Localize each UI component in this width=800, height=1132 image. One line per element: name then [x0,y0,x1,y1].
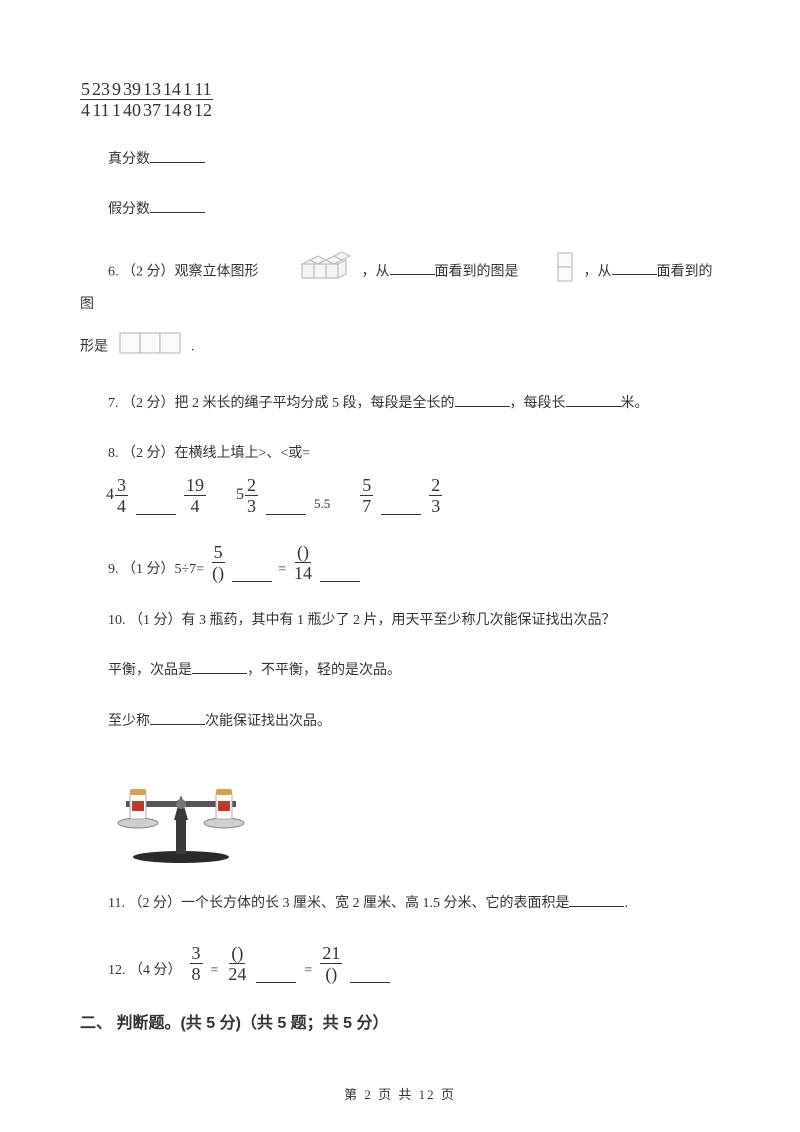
q9-f2-d: 14 [292,563,314,582]
q12: 12. （4 分） 38 = ()24 = 21() [80,944,720,983]
q12-f3-n: 21 [320,944,342,964]
q8-title: 8. （2 分）在横线上填上>、<或= [80,443,720,465]
q10-l2b: ，不平衡，轻的是次品。 [247,663,401,678]
proper-fraction-line: 真分数 [80,149,720,171]
q10-l3a: 至少称 [108,714,150,729]
q6-mid1: ，从 [362,264,390,279]
horizontal-3rect-icon [118,331,182,363]
q9-f2-n: () [295,543,311,563]
q12-f2-d: 24 [226,964,248,983]
q8-item-2: 523 5.5 [236,476,330,515]
q8-a-n: 3 [115,476,128,496]
cube-3d-icon [268,250,352,294]
q8-item-3: 57 23 [360,476,442,515]
q9-eq: = [278,559,286,581]
q11-blank [569,893,624,907]
q8-blank3 [381,511,421,515]
q6-l2-suffix: . [191,339,195,354]
q6-prefix: 6. （2 分）观察立体图形 [108,264,259,279]
improper-fraction-line: 假分数 [80,199,720,221]
q12-f3-d: () [323,964,339,983]
q8-f-d: 3 [429,496,442,515]
q10-l1: 10. （1 分）有 3 瓶药，其中有 1 瓶少了 2 片，用天平至少称几次能保… [108,613,616,628]
q11-end: . [624,896,628,911]
fraction-1: 2311 [91,80,111,119]
q10-blank2 [150,711,205,725]
q8-c-n: 2 [245,476,258,496]
q6-line1: 6. （2 分）观察立体图形 ，从 面看到的图是 [80,250,720,317]
q7-text: 7. （2 分）把 2 米长的绳子平均分成 5 段，每段是全长的 [108,396,455,411]
q12-blank1 [256,979,296,983]
q12-f1-n: 3 [190,944,203,964]
fraction-3: 3940 [122,80,142,119]
q12-eq1: = [211,960,219,982]
proper-label: 真分数 [108,152,150,167]
fraction-2: 91 [111,80,122,119]
improper-blank [150,199,205,213]
section-2-title: 二、 判断题。(共 5 分)（共 5 题；共 5 分） [80,1011,720,1037]
q8-compare-row: 434 194 523 5.5 57 23 [106,476,720,515]
q10-line2: 平衡，次品是 ，不平衡，轻的是次品。 [80,660,720,682]
q10-l2a: 平衡，次品是 [108,663,192,678]
q12-f2-n: () [229,944,245,964]
q6-l2-prefix: 形是 [80,339,108,354]
q12-prefix: 12. （4 分） [108,960,182,982]
q9-blank1 [232,578,272,582]
q12-f1-d: 8 [190,964,203,983]
q8-blank1 [136,511,176,515]
q6-blank1 [390,261,435,275]
q8-b-n: 19 [184,476,206,496]
q8-blank2 [266,511,306,515]
q7: 7. （2 分）把 2 米长的绳子平均分成 5 段，每段是全长的 ，每段长 米。 [80,393,720,415]
q8-d-text: 5.5 [314,494,330,515]
q9-f1-d: () [210,563,226,582]
q8-a-whole: 4 [106,482,114,508]
page-footer: 第 2 页 共 12 页 [0,1085,800,1106]
fraction-4: 1337 [142,80,162,119]
q7-blank1 [455,393,510,407]
q8-e-n: 5 [360,476,373,496]
fraction-list: 54231191394013371414181112 [80,80,720,119]
q10-l3b: 次能保证找出次品。 [205,714,331,729]
q12-blank2 [350,979,390,983]
q8-c-d: 3 [245,496,258,515]
q10-line3: 至少称 次能保证找出次品。 [80,711,720,733]
q8-c-whole: 5 [236,482,244,508]
q6-mid2: 面看到的图是 [435,264,519,279]
q8-item-1: 434 194 [106,476,206,515]
q9-f1-n: 5 [212,543,225,563]
q6-line2: 形是 . [80,331,720,363]
vertical-2rect-icon [528,251,574,293]
q8-b-d: 4 [189,496,202,515]
q9-blank2 [320,578,360,582]
q6-mid3: ，从 [584,264,612,279]
balance-scale-icon [106,765,256,873]
q11: 11. （2 分）一个长方体的长 3 厘米、宽 2 厘米、高 1.5 分米、它的… [80,893,720,915]
q7-end: 米。 [621,396,649,411]
improper-label: 假分数 [108,202,150,217]
q9-prefix: 9. （1 分）5÷7= [108,559,204,581]
q8-a-d: 4 [115,496,128,515]
q7-mid: ，每段长 [510,396,566,411]
fraction-7: 1112 [193,80,213,119]
q10-line1: 10. （1 分）有 3 瓶药，其中有 1 瓶少了 2 片，用天平至少称几次能保… [80,610,720,632]
proper-blank [150,149,205,163]
q7-blank2 [566,393,621,407]
q8-e-d: 7 [360,496,373,515]
q8-f-n: 2 [429,476,442,496]
q8-text: 8. （2 分）在横线上填上>、<或= [108,446,310,461]
q12-eq2: = [304,960,312,982]
fraction-0: 54 [80,80,91,119]
q6-blank2 [612,261,657,275]
q11-text: 11. （2 分）一个长方体的长 3 厘米、宽 2 厘米、高 1.5 分米、它的… [108,896,569,911]
q9: 9. （1 分）5÷7= 5() = ()14 [80,543,720,582]
fraction-6: 18 [182,80,193,119]
q10-blank1 [192,660,247,674]
fraction-5: 1414 [162,80,182,119]
